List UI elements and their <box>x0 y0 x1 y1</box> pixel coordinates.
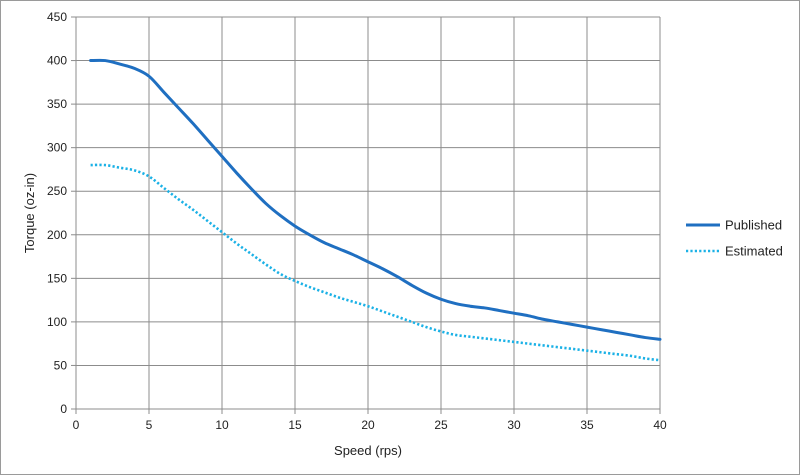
y-tick-label: 0 <box>60 402 67 416</box>
x-tick-label: 10 <box>215 418 229 432</box>
y-tick-label: 200 <box>47 228 67 242</box>
y-tick-label: 100 <box>47 315 67 329</box>
grid <box>75 16 661 410</box>
axes: 0 50 100 150 200 250 300 350 400 450 0 5 10 15 20 25 30 3… <box>47 10 667 432</box>
legend-label-published: Published <box>725 218 782 233</box>
series-line-published <box>89 58 662 341</box>
x-axis-title: Speed (rps) <box>334 443 402 458</box>
x-tick-label: 35 <box>580 418 594 432</box>
x-tick-label: 30 <box>507 418 521 432</box>
x-tick-label: 15 <box>288 418 302 432</box>
y-tick-label: 450 <box>47 10 67 24</box>
y-tick-label: 150 <box>47 271 67 285</box>
x-tick-label: 5 <box>146 418 153 432</box>
y-tick-label: 400 <box>47 54 67 68</box>
x-tick-label: 20 <box>361 418 375 432</box>
y-tick-label: 250 <box>47 184 67 198</box>
x-tick-label: 25 <box>434 418 448 432</box>
series-lines <box>89 58 662 362</box>
y-tick-label: 350 <box>47 97 67 111</box>
series-line-estimated <box>90 163 661 362</box>
y-axis-title: Torque (oz-in) <box>22 173 37 253</box>
x-tick-label: 0 <box>73 418 80 432</box>
x-tick-label: 40 <box>653 418 667 432</box>
y-tick-label: 300 <box>47 141 67 155</box>
y-tick-label: 50 <box>54 358 68 372</box>
legend: Published Estimated <box>686 218 783 259</box>
legend-label-estimated: Estimated <box>725 244 783 259</box>
